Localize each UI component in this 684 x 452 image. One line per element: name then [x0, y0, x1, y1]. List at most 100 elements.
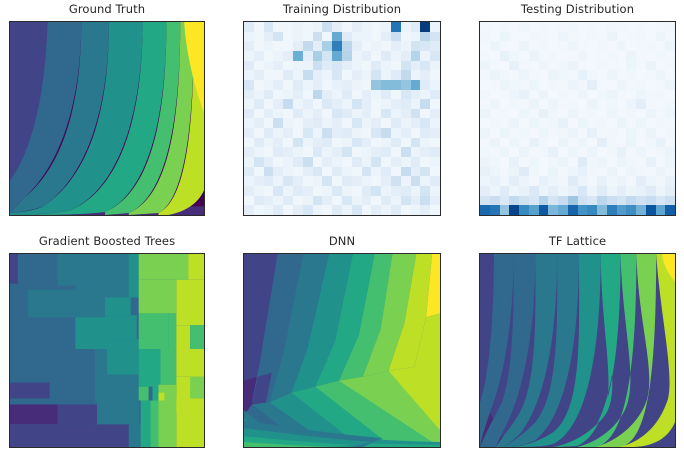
heatmap-cell	[480, 205, 490, 215]
heatmap-cell	[342, 157, 352, 167]
heatmap-cell	[332, 118, 342, 129]
heatmap-cell	[606, 205, 617, 215]
heatmap-cell	[381, 195, 391, 206]
heatmap-cell	[519, 50, 529, 61]
heatmap-cell	[400, 70, 411, 80]
heatmap-cell	[597, 147, 607, 158]
heatmap-cell	[480, 166, 490, 177]
heatmap-cell	[558, 205, 568, 215]
heatmap-cell	[244, 22, 254, 32]
heatmap-cell	[558, 79, 568, 90]
heatmap-cell	[342, 176, 352, 187]
heatmap-cell	[322, 60, 333, 71]
heatmap-cell	[636, 60, 646, 71]
heatmap-cell	[558, 195, 568, 206]
heatmap-cell	[616, 99, 627, 109]
heatmap-cell	[400, 60, 411, 71]
heatmap-cell	[244, 41, 254, 51]
heatmap-cell	[312, 22, 323, 32]
heatmap-cell	[302, 147, 313, 158]
heatmap-cell	[263, 176, 274, 187]
heatmap-cell	[480, 89, 490, 100]
heatmap-cell	[519, 176, 529, 187]
heatmap-cell	[489, 79, 500, 90]
heatmap-cell	[577, 22, 588, 32]
heatmap-cell	[616, 166, 627, 177]
heatmap-cell	[244, 128, 254, 138]
heatmap-cell	[489, 176, 500, 187]
heatmap-cell	[587, 186, 597, 196]
heatmap-cell	[391, 128, 401, 138]
heatmap-cell	[420, 79, 431, 90]
panel-training-distribution: Training Distribution	[243, 2, 441, 216]
heatmap-cell	[538, 195, 549, 206]
heatmap-cell	[244, 108, 254, 119]
heatmap-cell	[528, 50, 539, 61]
heatmap-cell	[332, 157, 342, 167]
heatmap-cell	[636, 22, 646, 32]
heatmap-cell	[273, 89, 284, 100]
heatmap-cell	[509, 195, 519, 206]
heatmap-cell	[587, 99, 597, 109]
heatmap-cell	[244, 89, 254, 100]
heatmap-cell	[391, 157, 401, 167]
heatmap-cell	[606, 166, 617, 177]
heatmap-cell	[342, 128, 352, 138]
heatmap-cell	[645, 60, 656, 71]
heatmap-cell	[655, 205, 666, 215]
heatmap-cell	[665, 157, 675, 167]
heatmap-cell	[636, 89, 646, 100]
heatmap-cell	[528, 157, 539, 167]
heatmap-cell	[587, 31, 597, 42]
heatmap-cell	[332, 186, 342, 196]
heatmap-cell	[567, 118, 578, 129]
heatmap-cell	[558, 70, 568, 80]
heatmap-cell	[509, 128, 519, 138]
heatmap-cell	[626, 41, 636, 51]
heatmap-training-distribution	[244, 22, 440, 215]
heatmap-cell	[342, 60, 352, 71]
heatmap-cell	[253, 186, 264, 196]
heatmap-cell	[381, 137, 391, 148]
heatmap-cell	[312, 176, 323, 187]
heatmap-cell	[597, 89, 607, 100]
heatmap-cell	[606, 176, 617, 187]
heatmap-cell	[283, 31, 293, 42]
heatmap-cell	[361, 147, 372, 158]
heatmap-cell	[645, 176, 656, 187]
heatmap-cell	[509, 186, 519, 196]
heatmap-cell	[244, 195, 254, 206]
heatmap-cell	[567, 31, 578, 42]
heatmap-cell	[302, 128, 313, 138]
heatmap-cell	[597, 31, 607, 42]
heatmap-cell	[293, 99, 303, 109]
heatmap-cell	[480, 186, 490, 196]
heatmap-cell	[626, 205, 636, 215]
heatmap-cell	[410, 186, 421, 196]
heatmap-cell	[312, 166, 323, 177]
heatmap-cell	[509, 147, 519, 158]
heatmap-cell	[645, 166, 656, 177]
heatmap-cell	[597, 205, 607, 215]
heatmap-cell	[400, 31, 411, 42]
heatmap-cell	[244, 79, 254, 90]
heatmap-cell	[626, 108, 636, 119]
heatmap-cell	[253, 31, 264, 42]
heatmap-cell	[342, 79, 352, 90]
heatmap-cell	[253, 137, 264, 148]
heatmap-cell	[371, 99, 382, 109]
heatmap-cell	[263, 166, 274, 177]
heatmap-cell	[283, 205, 293, 215]
heatmap-cell	[244, 137, 254, 148]
heatmap-cell	[410, 99, 421, 109]
heatmap-cell	[332, 137, 342, 148]
panel-testing-distribution: Testing Distribution	[479, 2, 676, 216]
panel-title-tf-lattice: TF Lattice	[548, 234, 607, 248]
heatmap-cell	[283, 89, 293, 100]
heatmap-cell	[567, 70, 578, 80]
heatmap-cell	[302, 176, 313, 187]
heatmap-cell	[283, 147, 293, 158]
heatmap-cell	[253, 50, 264, 61]
heatmap-cell	[332, 60, 342, 71]
heatmap-cell	[558, 166, 568, 177]
